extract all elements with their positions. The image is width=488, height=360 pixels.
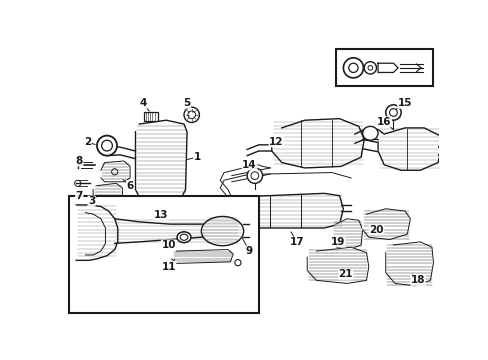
Circle shape xyxy=(348,63,357,72)
Text: 11: 11 xyxy=(161,261,176,271)
Circle shape xyxy=(183,107,199,122)
Text: 18: 18 xyxy=(410,275,425,285)
Ellipse shape xyxy=(177,232,190,243)
Polygon shape xyxy=(101,161,130,182)
Text: 2: 2 xyxy=(84,137,91,147)
Text: 21: 21 xyxy=(338,269,352,279)
Text: 10: 10 xyxy=(161,240,176,250)
Polygon shape xyxy=(93,183,122,201)
Text: 16: 16 xyxy=(376,117,391,127)
Text: 12: 12 xyxy=(268,137,283,147)
Text: 9: 9 xyxy=(245,246,252,256)
Circle shape xyxy=(364,62,376,74)
Ellipse shape xyxy=(201,216,243,246)
Bar xyxy=(68,195,259,313)
Circle shape xyxy=(385,105,400,120)
Bar xyxy=(335,49,432,86)
Ellipse shape xyxy=(362,126,377,140)
Polygon shape xyxy=(385,242,432,286)
Polygon shape xyxy=(331,219,362,249)
Text: 20: 20 xyxy=(368,225,383,235)
Text: 13: 13 xyxy=(153,210,168,220)
Circle shape xyxy=(97,136,117,156)
Text: 3: 3 xyxy=(88,196,95,206)
Polygon shape xyxy=(135,120,187,197)
Text: 5: 5 xyxy=(183,98,190,108)
Polygon shape xyxy=(306,247,368,283)
Text: 1: 1 xyxy=(193,152,200,162)
Text: 14: 14 xyxy=(242,160,256,170)
Text: 19: 19 xyxy=(330,237,345,247)
Text: 15: 15 xyxy=(397,98,411,108)
Text: 4: 4 xyxy=(139,98,146,108)
Polygon shape xyxy=(377,63,397,72)
Polygon shape xyxy=(171,249,233,264)
Polygon shape xyxy=(227,193,343,228)
Polygon shape xyxy=(271,119,364,168)
Polygon shape xyxy=(76,205,118,260)
Circle shape xyxy=(246,168,262,183)
Text: 17: 17 xyxy=(289,237,304,247)
Polygon shape xyxy=(362,209,409,239)
Circle shape xyxy=(343,58,363,78)
Ellipse shape xyxy=(156,197,173,208)
Text: 8: 8 xyxy=(76,156,83,166)
Polygon shape xyxy=(377,128,440,170)
Bar xyxy=(143,112,158,121)
Text: 7: 7 xyxy=(76,191,83,201)
Text: 6: 6 xyxy=(126,181,133,191)
